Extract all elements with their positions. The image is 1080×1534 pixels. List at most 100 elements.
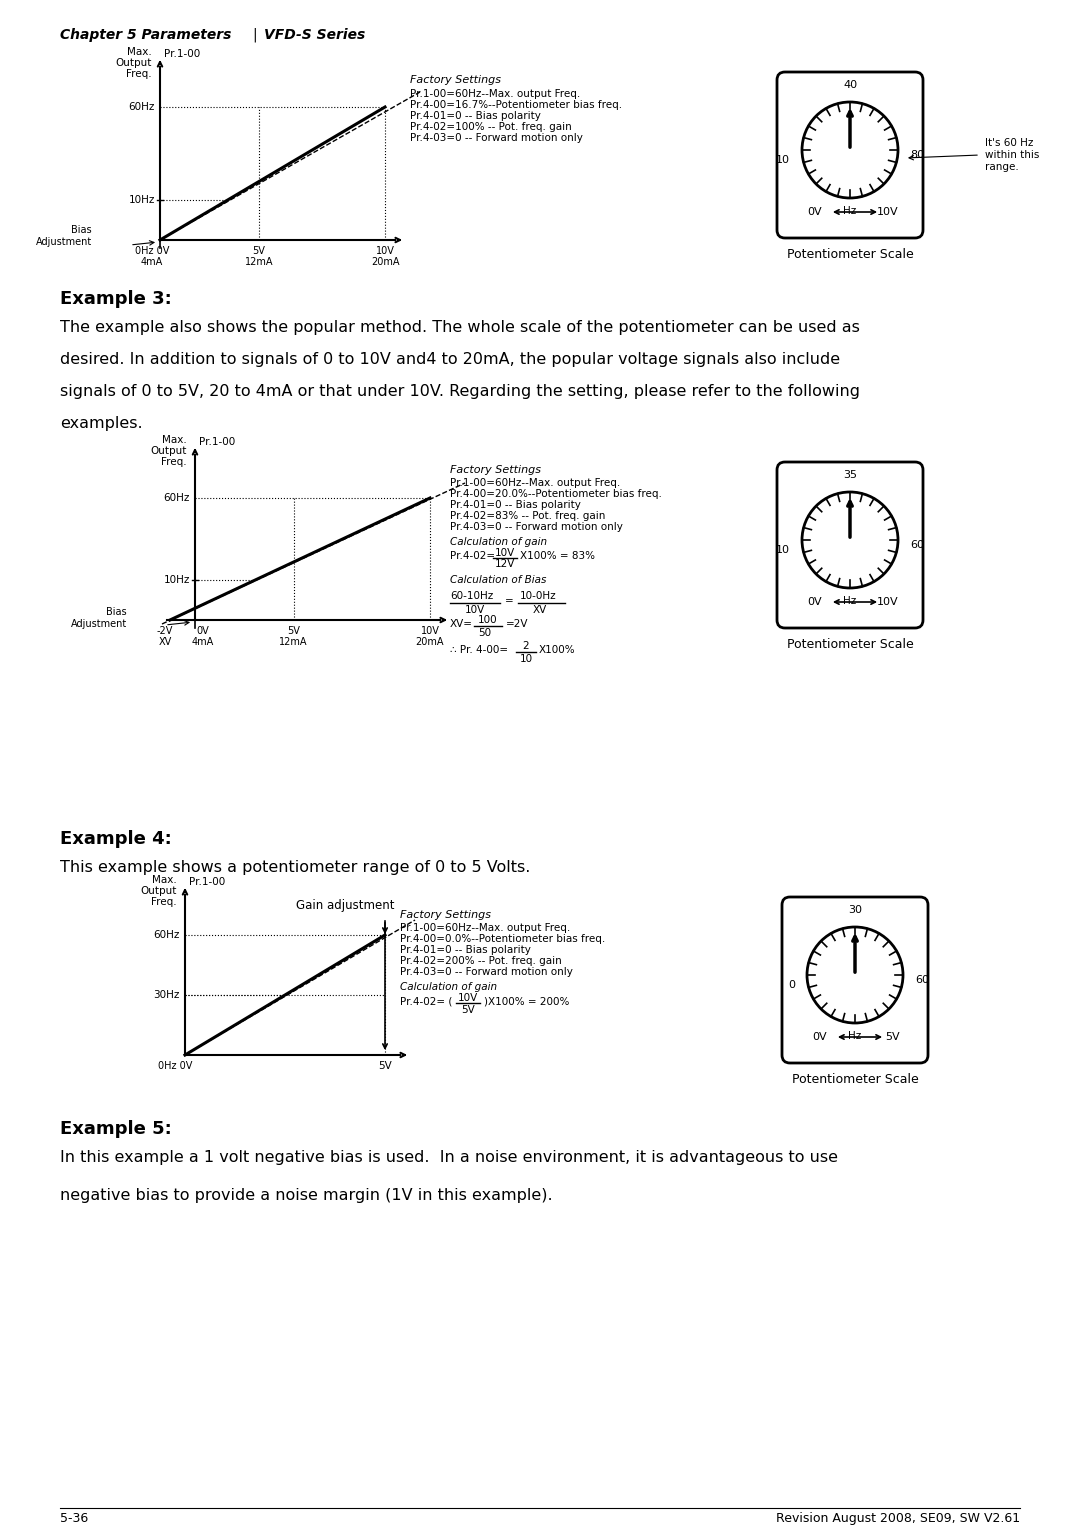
Text: Pr.4-00=16.7%--Potentiometer bias freq.: Pr.4-00=16.7%--Potentiometer bias freq.	[410, 100, 622, 110]
Text: 100: 100	[478, 615, 498, 624]
Text: 10: 10	[777, 155, 789, 166]
Text: Pr.1-00: Pr.1-00	[199, 437, 235, 446]
Text: examples.: examples.	[60, 416, 143, 431]
Text: Pr.4-02=200% -- Pot. freq. gain: Pr.4-02=200% -- Pot. freq. gain	[400, 956, 562, 966]
Text: VFD-S Series: VFD-S Series	[264, 28, 365, 41]
Text: Potentiometer Scale: Potentiometer Scale	[792, 1072, 918, 1086]
Text: 5V: 5V	[886, 1032, 901, 1042]
Text: desired. In addition to signals of 0 to 10V and4 to 20mA, the popular voltage si: desired. In addition to signals of 0 to …	[60, 351, 840, 367]
Text: 4mA: 4mA	[140, 258, 163, 267]
Text: 12V: 12V	[495, 558, 515, 569]
Text: Max.: Max.	[127, 48, 152, 57]
Text: Hz: Hz	[849, 1031, 862, 1042]
Text: Pr.1-00: Pr.1-00	[164, 49, 200, 58]
Text: 50: 50	[478, 627, 491, 638]
Text: Example 5:: Example 5:	[60, 1120, 172, 1138]
Text: Pr.4-02=100% -- Pot. freq. gain: Pr.4-02=100% -- Pot. freq. gain	[410, 123, 571, 132]
Text: 60Hz: 60Hz	[164, 492, 190, 503]
Text: 10-0Hz: 10-0Hz	[519, 591, 556, 601]
Text: 10V: 10V	[877, 597, 899, 607]
Text: Adjustment: Adjustment	[36, 236, 92, 247]
Text: XV: XV	[159, 637, 172, 647]
Text: 10V: 10V	[376, 245, 394, 256]
Text: 10V: 10V	[458, 992, 478, 1003]
Text: =: =	[505, 597, 514, 606]
Text: Freq.: Freq.	[161, 457, 187, 466]
Text: Pr.1-00=60Hz--Max. output Freq.: Pr.1-00=60Hz--Max. output Freq.	[410, 89, 580, 100]
Text: Example 4:: Example 4:	[60, 830, 172, 848]
Text: 4mA: 4mA	[192, 637, 214, 647]
Text: ∴ Pr. 4-00=: ∴ Pr. 4-00=	[450, 644, 508, 655]
Text: Pr.4-00=20.0%--Potentiometer bias freq.: Pr.4-00=20.0%--Potentiometer bias freq.	[450, 489, 662, 499]
Text: X100% = 83%: X100% = 83%	[519, 551, 595, 561]
Text: Pr.4-01=0 -- Bias polarity: Pr.4-01=0 -- Bias polarity	[450, 500, 581, 509]
Text: 40: 40	[842, 80, 858, 91]
Text: 5V: 5V	[253, 245, 266, 256]
Text: |: |	[252, 28, 257, 43]
Text: Pr.4-02=83% -- Pot. freq. gain: Pr.4-02=83% -- Pot. freq. gain	[450, 511, 606, 522]
Text: Adjustment: Adjustment	[71, 620, 127, 629]
Text: 12mA: 12mA	[245, 258, 273, 267]
FancyBboxPatch shape	[777, 72, 923, 238]
Text: 10V: 10V	[465, 604, 485, 615]
FancyBboxPatch shape	[777, 462, 923, 627]
Text: 10Hz: 10Hz	[129, 195, 156, 206]
Text: Max.: Max.	[162, 436, 187, 445]
Text: The example also shows the popular method. The whole scale of the potentiometer : The example also shows the popular metho…	[60, 321, 860, 334]
Text: This example shows a potentiometer range of 0 to 5 Volts.: This example shows a potentiometer range…	[60, 861, 530, 874]
Text: Pr.1-00: Pr.1-00	[189, 877, 226, 887]
Text: 5V: 5V	[378, 1062, 392, 1071]
Text: 30: 30	[848, 905, 862, 914]
Circle shape	[802, 101, 897, 198]
Text: 0Hz 0V: 0Hz 0V	[158, 1062, 192, 1071]
Text: 10: 10	[777, 545, 789, 555]
Text: Bias: Bias	[71, 225, 92, 235]
Text: negative bias to provide a noise margin (1V in this example).: negative bias to provide a noise margin …	[60, 1187, 553, 1203]
Text: Pr.4-01=0 -- Bias polarity: Pr.4-01=0 -- Bias polarity	[400, 945, 531, 956]
Text: 60: 60	[910, 540, 924, 551]
Text: Pr.4-02= (: Pr.4-02= (	[400, 996, 453, 1006]
Text: Factory Settings: Factory Settings	[450, 465, 541, 476]
Circle shape	[807, 927, 903, 1023]
Text: It's 60 Hz
within this
range.: It's 60 Hz within this range.	[985, 138, 1039, 172]
Text: 20mA: 20mA	[370, 258, 400, 267]
Text: 0Hz 0V: 0Hz 0V	[135, 245, 170, 256]
Text: -2V: -2V	[157, 626, 173, 637]
Text: 60Hz: 60Hz	[129, 101, 156, 112]
Text: 60Hz: 60Hz	[153, 930, 180, 940]
Text: Pr.4-02=: Pr.4-02=	[450, 551, 495, 561]
Text: )X100% = 200%: )X100% = 200%	[484, 996, 569, 1006]
Text: 5-36: 5-36	[60, 1513, 89, 1525]
Text: XV: XV	[534, 604, 548, 615]
Text: 20mA: 20mA	[416, 637, 444, 647]
Text: Output: Output	[150, 446, 187, 456]
Text: 10: 10	[519, 653, 532, 664]
Text: 5V: 5V	[461, 1005, 475, 1016]
Text: 60: 60	[915, 976, 929, 985]
Text: 30Hz: 30Hz	[153, 989, 180, 1000]
Text: Freq.: Freq.	[151, 897, 177, 907]
Text: Output: Output	[116, 58, 152, 67]
Text: 10V: 10V	[877, 207, 899, 216]
Circle shape	[802, 492, 897, 588]
Text: 60-10Hz: 60-10Hz	[450, 591, 494, 601]
Text: Calculation of Bias: Calculation of Bias	[450, 575, 546, 584]
Text: 12mA: 12mA	[280, 637, 308, 647]
Text: signals of 0 to 5V, 20 to 4mA or that under 10V. Regarding the setting, please r: signals of 0 to 5V, 20 to 4mA or that un…	[60, 384, 860, 399]
Text: XV=: XV=	[450, 620, 473, 629]
Text: 80: 80	[910, 150, 924, 160]
Text: In this example a 1 volt negative bias is used.  In a noise environment, it is a: In this example a 1 volt negative bias i…	[60, 1150, 838, 1164]
Text: Gain adjustment: Gain adjustment	[296, 899, 394, 913]
Text: Max.: Max.	[152, 874, 177, 885]
Text: Pr.1-00=60Hz--Max. output Freq.: Pr.1-00=60Hz--Max. output Freq.	[400, 923, 570, 933]
Text: Factory Settings: Factory Settings	[400, 910, 491, 920]
Text: 0V: 0V	[808, 597, 822, 607]
Text: 0: 0	[788, 980, 795, 989]
Text: 5V: 5V	[287, 626, 300, 637]
Text: 0V: 0V	[197, 626, 210, 637]
Text: Pr.4-01=0 -- Bias polarity: Pr.4-01=0 -- Bias polarity	[410, 110, 541, 121]
Text: Revision August 2008, SE09, SW V2.61: Revision August 2008, SE09, SW V2.61	[775, 1513, 1020, 1525]
FancyBboxPatch shape	[782, 897, 928, 1063]
Text: 35: 35	[843, 469, 858, 480]
Text: Potentiometer Scale: Potentiometer Scale	[786, 249, 914, 261]
